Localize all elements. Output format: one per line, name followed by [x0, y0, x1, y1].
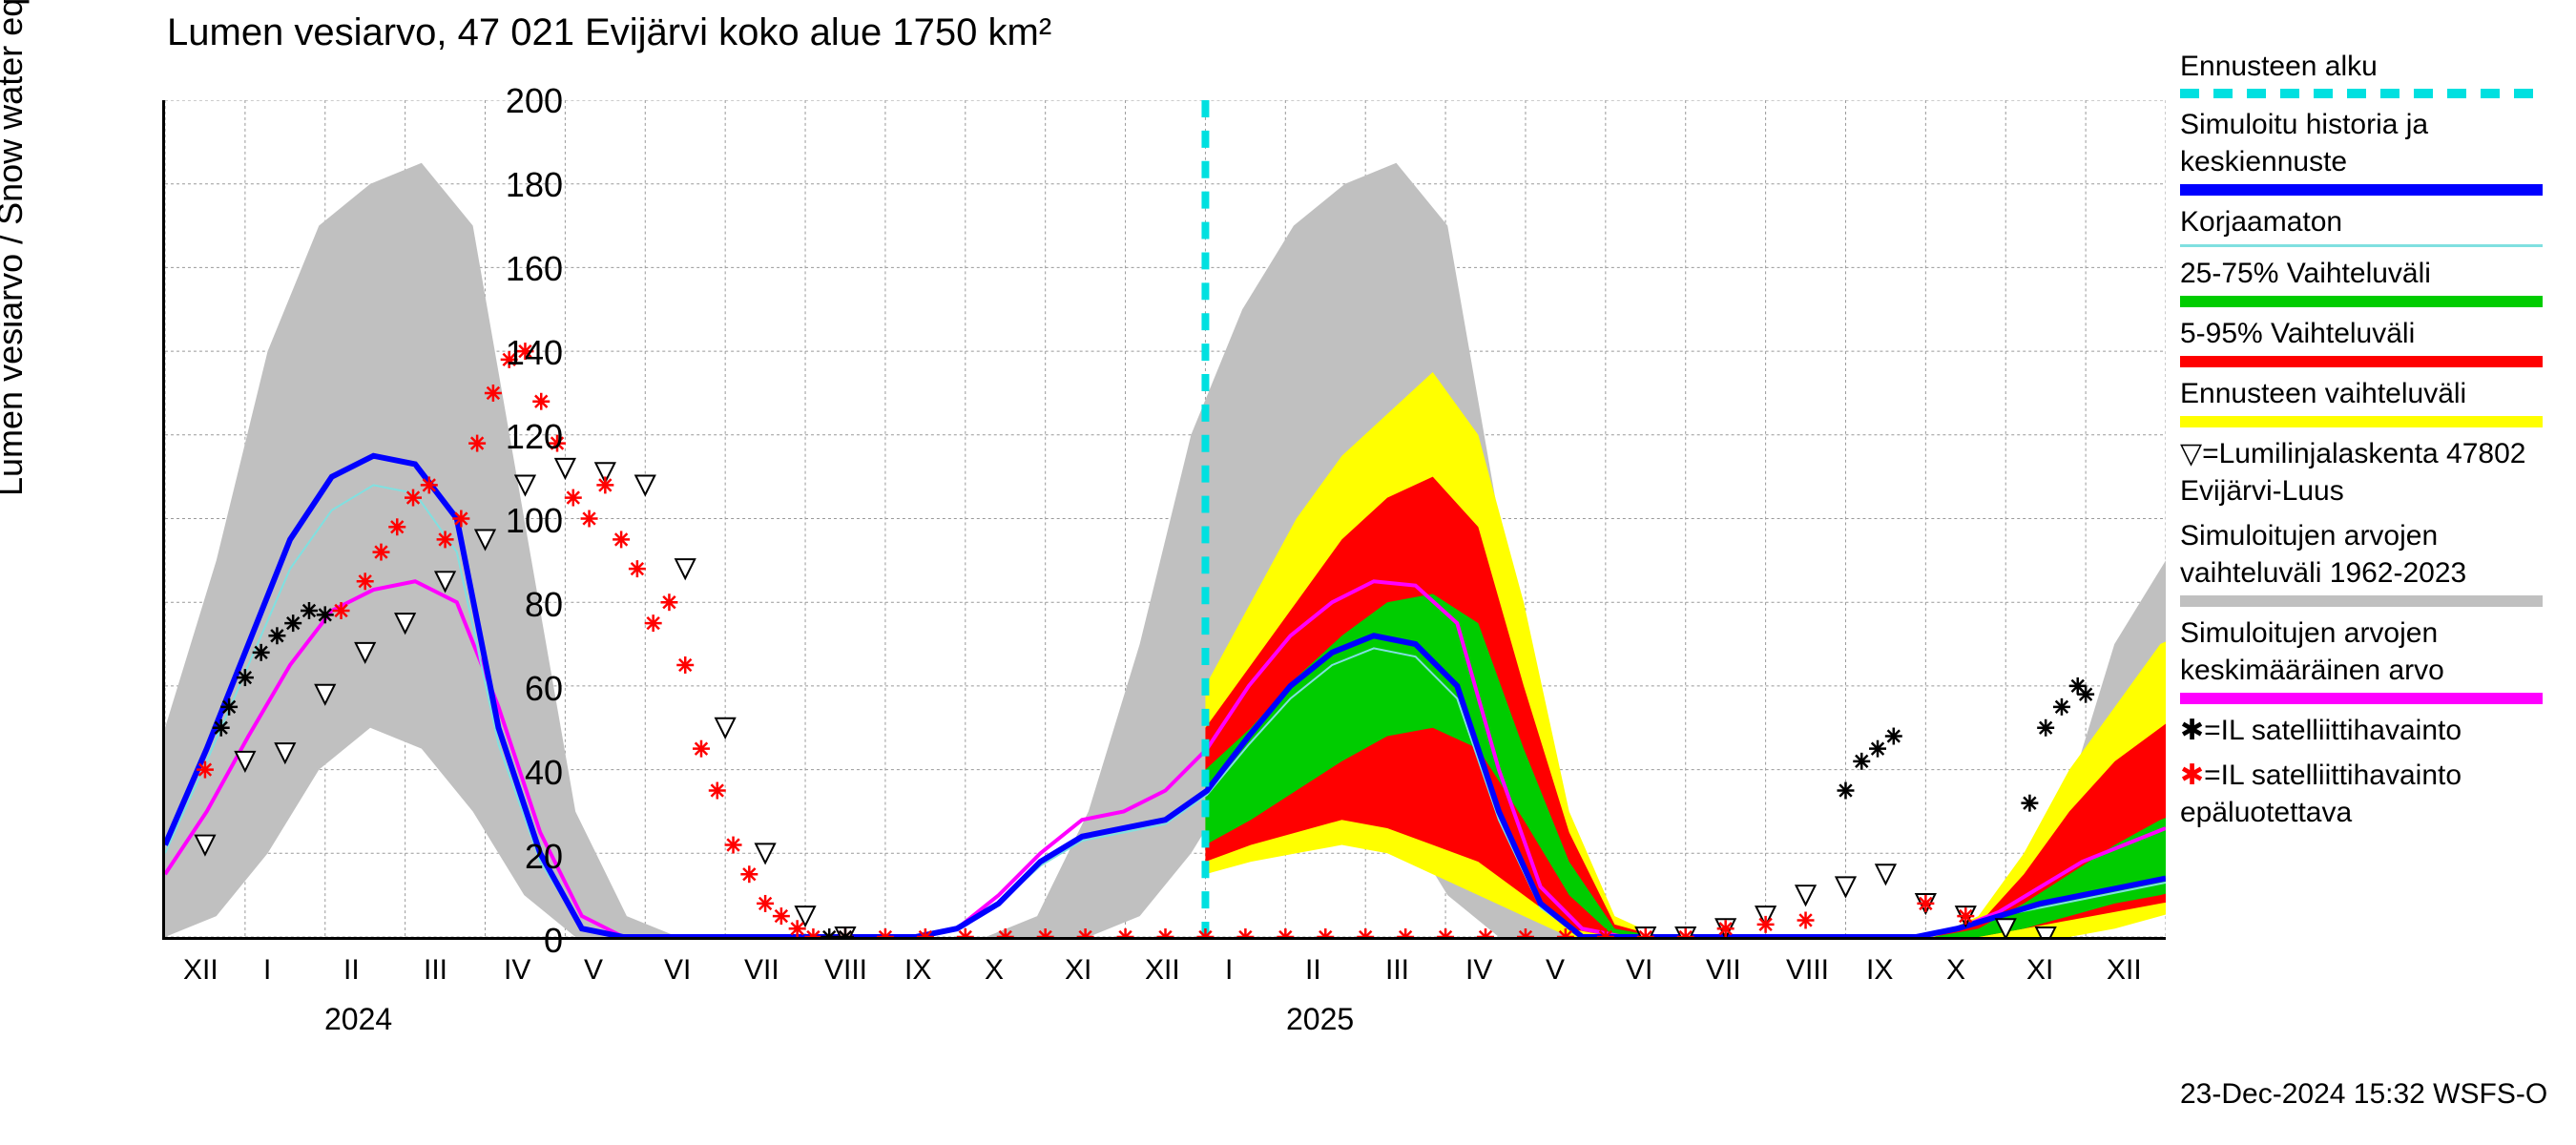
legend-item: Ennusteen vaihteluväli: [2180, 375, 2562, 427]
plot-svg: [165, 100, 2166, 937]
legend-label: 25-75% Vaihteluväli: [2180, 255, 2562, 292]
x-month-label: VII: [1706, 954, 1741, 987]
y-tick-label: 140: [487, 333, 563, 373]
legend-label: Ennusteen vaihteluväli: [2180, 375, 2562, 412]
legend-item: 5-95% Vaihteluväli: [2180, 315, 2562, 367]
y-tick-label: 80: [487, 585, 563, 625]
legend-label: Simuloitu historia ja keskiennuste: [2180, 106, 2562, 180]
x-month-label: III: [424, 954, 447, 987]
y-axis-label: Lumen vesiarvo / Snow water equiv. mm: [0, 0, 31, 496]
timestamp-label: 23-Dec-2024 15:32 WSFS-O: [2180, 1078, 2547, 1111]
x-month-label: VI: [1626, 954, 1652, 987]
y-tick-label: 100: [487, 501, 563, 541]
legend: Ennusteen alku Simuloitu historia ja kesk…: [2180, 48, 2562, 839]
x-month-label: XI: [2026, 954, 2053, 987]
x-month-label: XII: [183, 954, 218, 987]
x-month-label: V: [1546, 954, 1565, 987]
legend-label: Korjaamaton: [2180, 203, 2562, 240]
legend-swatch: [2180, 595, 2543, 607]
x-month-label: VIII: [1786, 954, 1829, 987]
x-month-label: XII: [2107, 954, 2142, 987]
y-tick-label: 60: [487, 669, 563, 709]
legend-swatch: [2180, 356, 2543, 367]
legend-label: Simuloitujen arvojen keskimääräinen arvo: [2180, 614, 2562, 689]
x-month-label: X: [1946, 954, 1965, 987]
legend-item: Simuloitujen arvojen keskimääräinen arvo: [2180, 614, 2562, 704]
x-month-label: XII: [1145, 954, 1180, 987]
x-month-label: VII: [744, 954, 779, 987]
x-month-label: VIII: [824, 954, 867, 987]
legend-item: ✱=IL satelliittihavainto epäluotettava: [2180, 757, 2562, 831]
x-month-label: II: [343, 954, 360, 987]
legend-item: ▽=Lumilinjalaskenta 47802 Evijärvi-Luus: [2180, 435, 2562, 510]
legend-swatch: [2180, 693, 2543, 704]
x-year-label: 2024: [324, 1002, 392, 1037]
legend-label: Simuloitujen arvojen vaihteluväli 1962-2…: [2180, 517, 2562, 592]
y-tick-label: 20: [487, 837, 563, 877]
legend-swatch: [2180, 184, 2543, 196]
x-year-label: 2025: [1286, 1002, 1354, 1037]
x-month-label: II: [1305, 954, 1321, 987]
y-tick-label: 120: [487, 417, 563, 457]
legend-swatch: [2180, 244, 2543, 247]
chart-container: [162, 57, 2166, 954]
x-month-label: XI: [1065, 954, 1091, 987]
legend-label: ✱=IL satelliittihavainto epäluotettava: [2180, 757, 2562, 831]
x-month-label: IV: [504, 954, 530, 987]
x-month-label: IV: [1465, 954, 1492, 987]
legend-label: ✱=IL satelliittihavainto: [2180, 712, 2562, 749]
legend-item: Simuloitujen arvojen vaihteluväli 1962-2…: [2180, 517, 2562, 607]
legend-label: ▽=Lumilinjalaskenta 47802 Evijärvi-Luus: [2180, 435, 2562, 510]
plot-area: [162, 100, 2166, 940]
legend-item: 25-75% Vaihteluväli: [2180, 255, 2562, 307]
x-month-label: IX: [1866, 954, 1893, 987]
legend-swatch: [2180, 296, 2543, 307]
x-month-label: X: [985, 954, 1004, 987]
legend-swatch: [2180, 416, 2543, 427]
y-tick-label: 180: [487, 165, 563, 205]
x-month-label: V: [584, 954, 603, 987]
legend-swatch: [2180, 89, 2543, 98]
y-tick-label: 40: [487, 753, 563, 793]
x-month-label: IX: [904, 954, 931, 987]
x-month-label: I: [263, 954, 271, 987]
y-tick-label: 200: [487, 81, 563, 121]
legend-item: Simuloitu historia ja keskiennuste: [2180, 106, 2562, 196]
y-tick-label: 160: [487, 249, 563, 289]
x-month-label: VI: [664, 954, 691, 987]
x-month-label: I: [1225, 954, 1233, 987]
x-month-label: III: [1385, 954, 1409, 987]
legend-item: ✱=IL satelliittihavainto: [2180, 712, 2562, 749]
chart-title: Lumen vesiarvo, 47 021 Evijärvi koko alu…: [167, 11, 1051, 54]
legend-item: Ennusteen alku: [2180, 48, 2562, 98]
legend-label: Ennusteen alku: [2180, 48, 2562, 85]
legend-item: Korjaamaton: [2180, 203, 2562, 247]
legend-label: 5-95% Vaihteluväli: [2180, 315, 2562, 352]
